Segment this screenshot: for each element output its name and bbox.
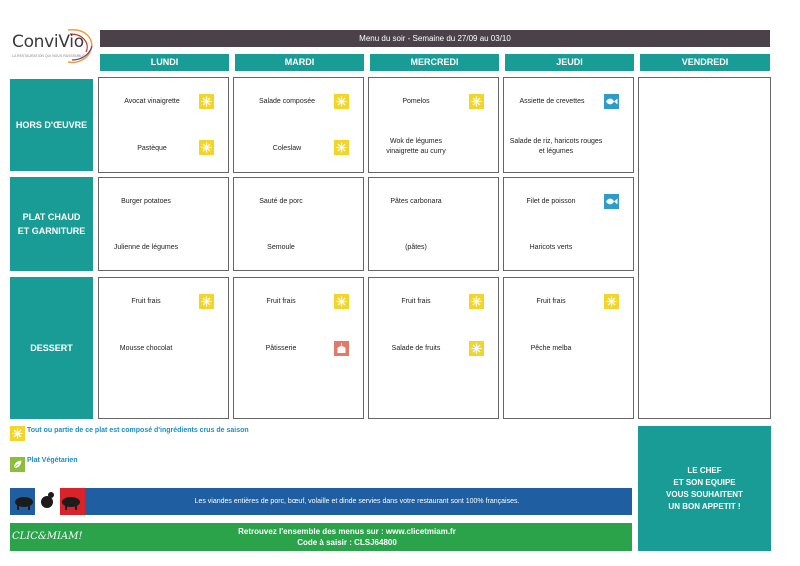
cell-dessert-mercredi: Fruit frais Salade de fruits (368, 277, 499, 419)
cell-hors-doeuvre-jeudi: Assiette de crevettes Salade de riz, har… (503, 77, 634, 173)
cell-hors-doeuvre-lundi: Avocat vinaigrette Pastèque (98, 77, 229, 173)
legend-vegetarian: Plat Végétarien (27, 457, 78, 464)
fish-icon (604, 194, 619, 209)
dish-1: Avocat vinaigrette (124, 98, 180, 105)
sun-icon (469, 294, 484, 309)
cell-dessert-jeudi: Fruit frais Pêche melba (503, 277, 634, 419)
dish-1: Fruit frais (401, 298, 431, 305)
day-header-vendredi: VENDREDI (640, 54, 770, 71)
dish-2: Coleslaw (272, 145, 302, 152)
cell-dessert-mardi: Fruit frais Pâtisserie (233, 277, 364, 419)
dish-2: (pâtes) (405, 244, 427, 251)
fish-icon (604, 94, 619, 109)
cake-icon (334, 341, 349, 356)
sun-icon (334, 140, 349, 155)
day-header-mardi: MARDI (235, 54, 364, 71)
dish-1: Pomelos (402, 98, 430, 105)
sun-icon (199, 294, 214, 309)
dish-2: Pastèque (137, 145, 167, 152)
row-label-plat: PLAT CHAUD ET GARNITURE (10, 177, 93, 271)
chef-line-1: LE CHEF (687, 465, 722, 475)
dish-1: Sauté de porc (259, 198, 303, 205)
dish-2: Haricots verts (529, 244, 573, 251)
cell-hors-doeuvre-mardi: Salade composée Coleslaw (233, 77, 364, 173)
dish-1: Filet de poisson (526, 198, 576, 205)
dish-1: Burger potatoes (121, 198, 171, 205)
dish-1: Pâtes carbonara (390, 198, 442, 205)
dish-2: Salade de fruits (391, 345, 441, 352)
cell-plat-jeudi: Filet de poisson Haricots verts (503, 177, 634, 271)
dish-2: Salade de riz, haricots rouges et légume… (509, 138, 603, 155)
menu-title: Menu du soir - Semaine du 27/09 au 03/10 (100, 30, 770, 47)
clicetmiam-text: Retrouvez l'ensemble des menus sur : www… (70, 526, 624, 548)
sun-icon (604, 294, 619, 309)
cell-plat-lundi: Burger potatoes Julienne de légumes (98, 177, 229, 271)
logo-name: ConviVio (12, 32, 84, 52)
cell-vendredi-empty (638, 77, 771, 419)
sun-icon (469, 94, 484, 109)
sun-icon (334, 294, 349, 309)
dish-1: Assiette de crevettes (519, 98, 585, 105)
dish-2: Semoule (267, 244, 295, 251)
convivio-logo: ConviVio LA RESTAURATION QUI NOUS RASSEM… (10, 26, 96, 70)
cell-plat-mardi: Sauté de porc Semoule (233, 177, 364, 271)
sun-icon (469, 341, 484, 356)
leaf-icon (10, 457, 25, 472)
dish-2: Mousse chocolat (119, 345, 173, 352)
sun-icon (334, 94, 349, 109)
clicetmiam-url[interactable]: Retrouvez l'ensemble des menus sur : www… (238, 527, 456, 536)
dish-1: Fruit frais (536, 298, 566, 305)
logo-tagline: LA RESTAURATION QUI NOUS RASSEMBLE (12, 54, 85, 58)
legend-seasonal: Tout ou partie de ce plat est composé d'… (27, 427, 249, 434)
cell-dessert-lundi: Fruit frais Mousse chocolat (98, 277, 229, 419)
sun-icon (199, 94, 214, 109)
chef-line-3: VOUS SOUHAITENT (666, 489, 743, 499)
day-header-jeudi: JEUDI (505, 54, 634, 71)
logo-swirl-icon (67, 29, 93, 64)
meat-origin-banner: Les viandes entières de porc, bœuf, vola… (10, 488, 632, 515)
day-header-lundi: LUNDI (100, 54, 229, 71)
cell-hors-doeuvre-mercredi: Pomelos Wok de légumes vinaigrette au cu… (368, 77, 499, 173)
dish-1: Fruit frais (131, 298, 161, 305)
dish-2: Pêche melba (530, 345, 572, 352)
dish-2: Pâtisserie (265, 345, 297, 352)
clicetmiam-banner: CLIC&MIAM! Retrouvez l'ensemble des menu… (10, 523, 632, 551)
row-label-dessert: DESSERT (10, 277, 93, 419)
day-header-mercredi: MERCREDI (370, 54, 499, 71)
chef-line-2: ET SON EQUIPE (673, 477, 736, 487)
dish-1: Fruit frais (266, 298, 296, 305)
dish-2: Wok de légumes vinaigrette au curry (386, 138, 446, 155)
meat-origin-text: Les viandes entières de porc, bœuf, vola… (194, 498, 520, 505)
cell-plat-mercredi: Pâtes carbonara (pâtes) (368, 177, 499, 271)
chef-line-4: UN BON APPETIT ! (668, 501, 741, 511)
dish-1: Salade composée (258, 98, 316, 105)
clicetmiam-logo: CLIC&MIAM! (12, 531, 83, 542)
french-flag-animals-icon (10, 488, 85, 515)
sun-icon (199, 140, 214, 155)
chef-message: LE CHEF ET SON EQUIPE VOUS SOUHAITENT UN… (638, 426, 771, 551)
row-label-hors-doeuvre: HORS D'ŒUVRE (10, 79, 93, 171)
clicetmiam-code: Code à saisir : CLSJ64800 (297, 538, 397, 547)
dish-2: Julienne de légumes (113, 244, 179, 251)
sun-icon (10, 426, 25, 441)
